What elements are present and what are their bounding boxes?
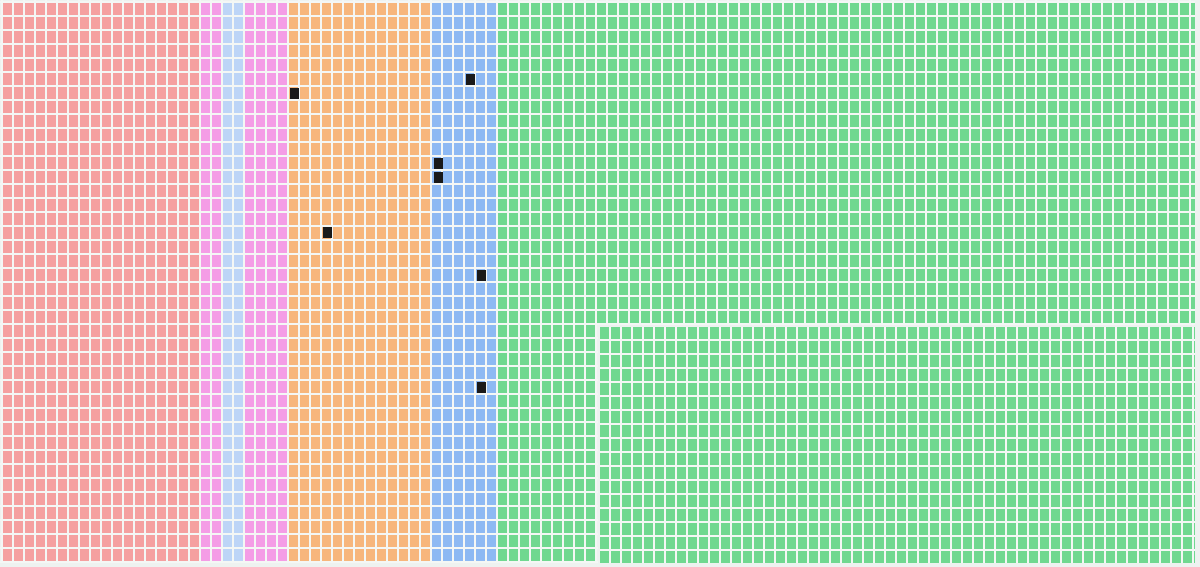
marked-cell bbox=[477, 270, 486, 281]
marked-cell bbox=[290, 88, 299, 99]
cell-gaps bbox=[600, 327, 1200, 567]
edge bbox=[1195, 0, 1200, 567]
edge bbox=[0, 563, 1200, 567]
marked-cell bbox=[434, 158, 443, 169]
marked-cell bbox=[477, 382, 486, 393]
marked-cell bbox=[434, 172, 443, 183]
marked-cell bbox=[466, 74, 475, 85]
marked-cell bbox=[323, 227, 332, 238]
marked-cells bbox=[290, 74, 486, 393]
cell-gaps bbox=[0, 0, 1200, 325]
cell-gaps bbox=[0, 325, 598, 567]
